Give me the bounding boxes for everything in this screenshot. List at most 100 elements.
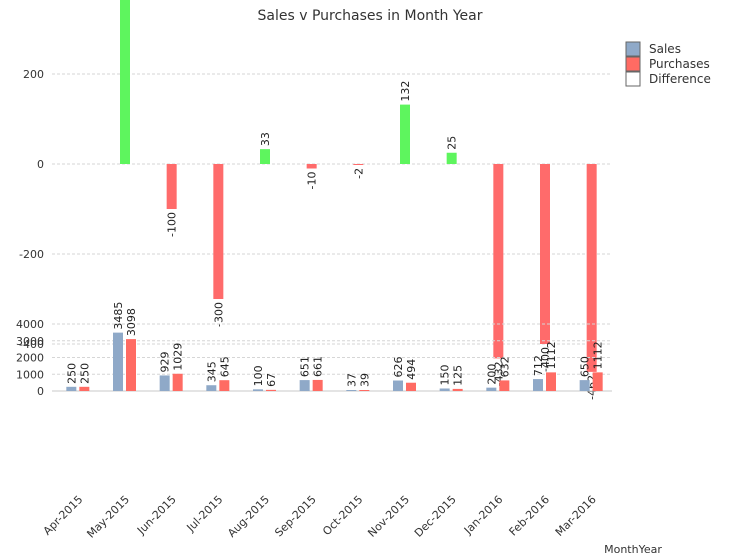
- x-tick-label: Sep-2015: [272, 493, 318, 539]
- difference-grid: 4002000-200-400: [19, 68, 612, 351]
- x-tick-label: Nov-2015: [365, 493, 412, 540]
- y-tick-label: -200: [19, 248, 44, 261]
- y-tick-label: 0: [37, 158, 44, 171]
- legend-label: Difference: [649, 72, 711, 86]
- difference-label: 132: [399, 81, 412, 102]
- difference-label: 33: [259, 132, 272, 146]
- y-tick-label: 0: [37, 385, 44, 398]
- purchases-label: 250: [78, 363, 91, 384]
- difference-bar: [166, 164, 177, 209]
- sales-label: 37: [345, 373, 358, 387]
- difference-bar: [446, 152, 457, 164]
- sales-bar: [346, 390, 357, 391]
- difference-bar: [493, 164, 504, 359]
- purchases-bar: [452, 388, 463, 391]
- sales-label: 712: [532, 355, 545, 376]
- x-tick-label: Apr-2015: [41, 493, 86, 538]
- purchases-bar: [592, 372, 603, 391]
- difference-bar: [260, 149, 270, 164]
- sales-bar: [299, 380, 310, 391]
- chart-title: Sales v Purchases in Month Year: [258, 8, 483, 24]
- sales-bar: [206, 385, 217, 391]
- sales-bar: [486, 387, 497, 391]
- difference-bar: [353, 164, 364, 165]
- x-tick-label: Aug-2015: [225, 493, 272, 540]
- purchases-label: 1029: [172, 343, 185, 371]
- sales-bar: [159, 375, 170, 391]
- sales-label: 651: [299, 356, 312, 377]
- y-tick-label: 200: [23, 68, 44, 81]
- legend-swatch: [625, 56, 641, 72]
- legend-label: Sales: [649, 42, 681, 56]
- legend-swatch: [625, 71, 641, 87]
- purchases-label: 125: [452, 365, 465, 386]
- x-axis-title: MonthYear: [604, 543, 662, 556]
- x-tick-label: Jul-2015: [184, 493, 226, 535]
- legend-swatch: [625, 41, 641, 57]
- x-tick-label: Feb-2016: [507, 493, 553, 539]
- sales-bar: [393, 380, 403, 391]
- purchases-label: 1112: [592, 341, 605, 369]
- difference-bar: [400, 104, 410, 164]
- difference-label: -2: [352, 168, 365, 179]
- x-tick-label: Jun-2015: [134, 493, 179, 538]
- sales-label: 626: [392, 357, 405, 378]
- difference-label: -300: [212, 302, 225, 327]
- sales-label: 345: [205, 361, 218, 382]
- sales-label: 100: [252, 365, 265, 386]
- purchases-bar: [499, 380, 510, 391]
- x-tick-label: Jan-2016: [461, 493, 505, 537]
- sales-label: 250: [65, 363, 78, 384]
- purchases-bar: [359, 390, 370, 391]
- purchases-bar: [406, 382, 416, 391]
- difference-bar: [540, 164, 550, 344]
- difference-bar: [213, 164, 224, 299]
- x-tick-label: Mar-2016: [553, 493, 599, 539]
- purchases-bar: [546, 372, 556, 391]
- purchases-bar: [219, 380, 230, 391]
- sales-purchases-bars: 250 3485 929 345 100 651 37 626 150 200 712 650 250 3…: [65, 302, 605, 391]
- x-tick-label: Oct-2015: [320, 493, 365, 538]
- legend-label: Purchases: [649, 57, 710, 71]
- sales-bar: [439, 388, 450, 391]
- difference-label: -400: [539, 347, 552, 372]
- difference-label: 25: [446, 136, 459, 150]
- sales-bar: [253, 389, 263, 391]
- purchases-label: 67: [265, 373, 278, 387]
- y-tick-label: 1000: [16, 368, 44, 381]
- difference-bar: [586, 164, 597, 372]
- purchases-label: 632: [498, 356, 511, 377]
- y-tick-label: -400: [19, 338, 44, 351]
- sales-label: 3485: [112, 302, 125, 330]
- purchases-bar: [312, 379, 323, 391]
- x-tick-label: Dec-2015: [412, 493, 459, 540]
- difference-bar: [306, 164, 317, 169]
- difference-label: -100: [166, 212, 179, 237]
- purchases-label: 494: [405, 359, 418, 380]
- purchases-bar: [126, 339, 136, 391]
- sales-bar: [579, 380, 590, 391]
- purchases-label: 661: [312, 356, 325, 377]
- difference-bar: [120, 0, 130, 164]
- purchases-label: 1112: [545, 341, 558, 369]
- sales-bar: [66, 386, 77, 391]
- purchases-bar: [266, 389, 276, 391]
- sales-label: 650: [579, 356, 592, 377]
- y-tick-label: 2000: [16, 352, 44, 365]
- x-tick-label: May-2015: [84, 493, 132, 541]
- difference-label: -10: [306, 172, 319, 190]
- sales-label: 929: [159, 351, 172, 372]
- sales-label: 150: [439, 364, 452, 385]
- purchases-label: 39: [358, 373, 371, 387]
- sales-bar: [113, 332, 123, 391]
- sales-purchases-grid: 4000 3000 2000 1000 0: [16, 318, 612, 398]
- sales-bar: [533, 379, 543, 391]
- purchases-label: 645: [218, 356, 231, 377]
- y-tick-label: 4000: [16, 318, 44, 331]
- purchases-bar: [172, 373, 183, 391]
- y-tick-label: 3000: [16, 335, 44, 348]
